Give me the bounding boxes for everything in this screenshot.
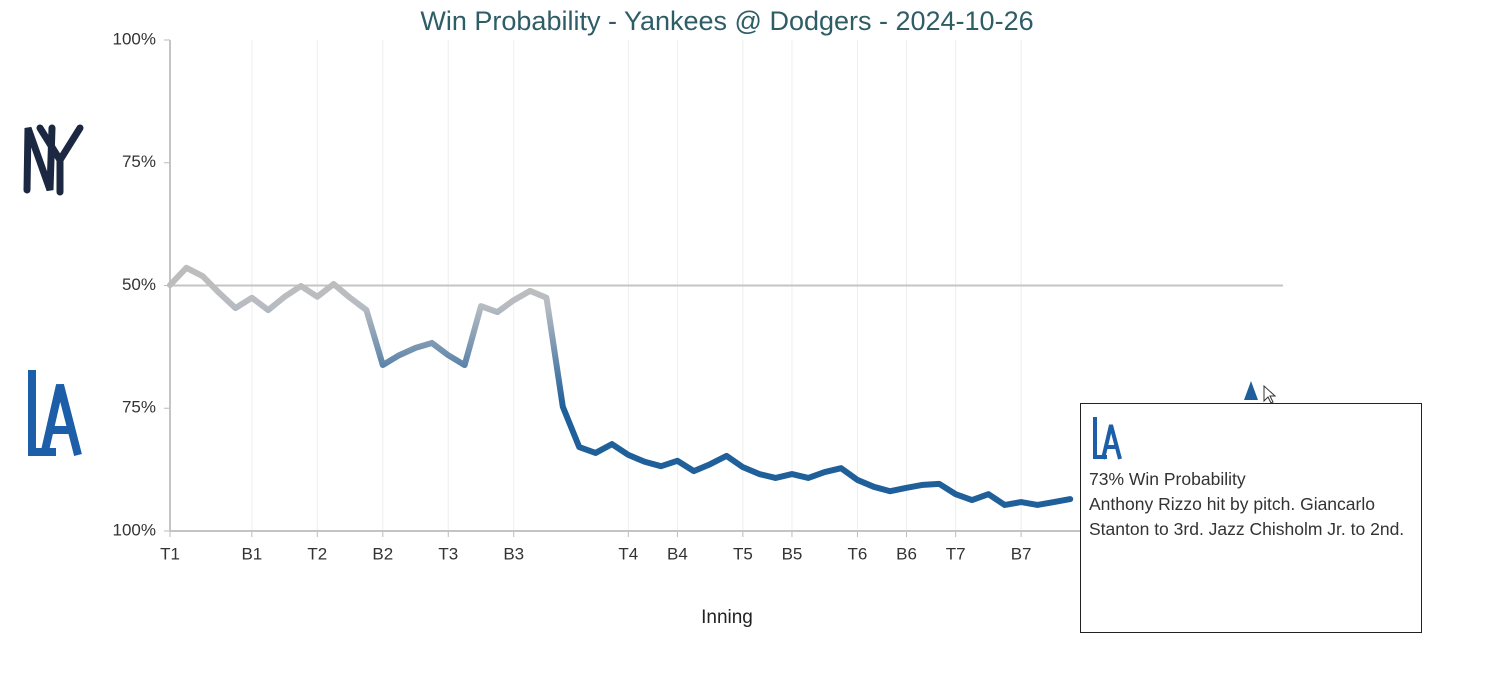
x-tick-label: T5 — [733, 544, 753, 563]
x-tick-label: T1 — [160, 544, 180, 563]
tooltip-text: Anthony Rizzo hit by pitch. Giancarlo St… — [1089, 494, 1405, 539]
y-tick-label: 100% — [113, 520, 156, 539]
x-tick-label: T7 — [946, 544, 966, 563]
x-tick-label: T6 — [848, 544, 868, 563]
tooltip-logo — [1093, 417, 1122, 460]
x-tick-label: B1 — [241, 544, 262, 563]
x-tick-label: B4 — [667, 544, 688, 563]
tooltip-heading: 73% Win Probability — [1089, 469, 1246, 489]
win-probability-line — [167, 264, 1074, 508]
cursor — [1263, 384, 1277, 404]
x-tick-label: B2 — [372, 544, 393, 563]
chart-title: Win Probability - Yankees @ Dodgers - 20… — [420, 6, 1033, 36]
dodgers-logo — [28, 370, 82, 456]
tooltip-pointer — [1244, 381, 1258, 400]
x-tick-label: T4 — [618, 544, 638, 563]
x-tick-label: T2 — [307, 544, 327, 563]
x-tick-label: B7 — [1011, 544, 1032, 563]
yankees-logo — [23, 124, 84, 196]
tooltip: 73% Win Probability Anthony Rizzo hit by… — [1080, 403, 1422, 633]
y-tick-label: 75% — [122, 152, 156, 171]
x-axis-label: Inning — [701, 607, 753, 628]
x-tick-label: B5 — [782, 544, 803, 563]
x-tick-label: T3 — [438, 544, 458, 563]
y-tick-label: 100% — [113, 29, 156, 48]
x-tick-label: B6 — [896, 544, 917, 563]
y-tick-label: 50% — [122, 275, 156, 294]
x-tick-label: B3 — [503, 544, 524, 563]
y-tick-label: 75% — [122, 398, 156, 417]
